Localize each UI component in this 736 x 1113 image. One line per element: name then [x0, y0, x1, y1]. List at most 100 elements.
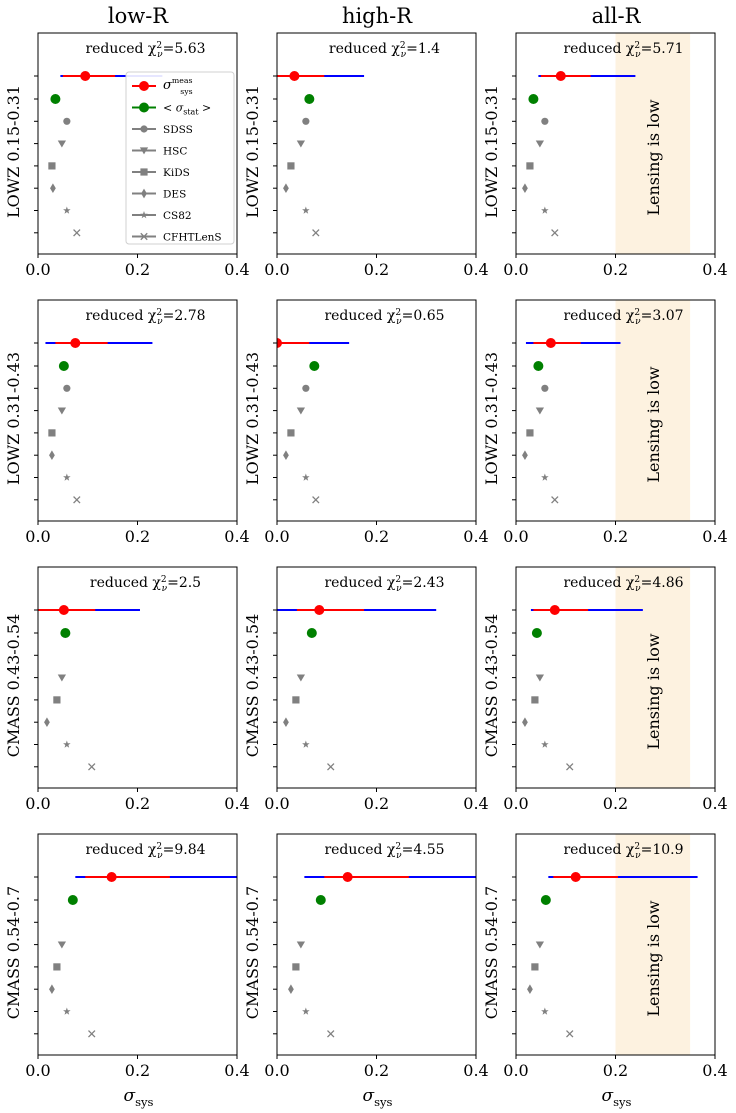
survey-point-cfhtlens — [88, 1030, 96, 1038]
chi2-value: =2.5 — [167, 575, 201, 591]
chi2-value: =9.84 — [163, 842, 206, 858]
survey-point-cs82 — [302, 473, 310, 481]
chi2-sub: ν — [396, 851, 402, 861]
chi2-prefix: reduced χ — [563, 41, 634, 57]
chi2-sup: 2 — [156, 842, 162, 852]
chi2-annotation: reduced χ2 ν=0.65 — [324, 308, 444, 327]
panel-data — [49, 872, 237, 1038]
survey-point-kids — [531, 963, 539, 971]
legend-marker-kids — [140, 168, 148, 176]
panel-r1-c1: 0.0 0.2 0.4 reduced χ2 ν=0.65 LOWZ 0.31-0.43 — [243, 299, 489, 546]
panel-r1-c0: 0.0 0.2 0.4 reduced χ2 ν=2.78 LOWZ 0.31-0.43 — [4, 299, 250, 546]
chi2-sub: ν — [635, 317, 641, 327]
chi2-sup: 2 — [634, 41, 640, 51]
row-label: CMASS 0.54-0.7 — [243, 886, 262, 1019]
legend-label-meas-sub: sys — [180, 87, 192, 96]
stat-point — [67, 895, 78, 905]
x-tick-label: 0.2 — [603, 1061, 628, 1080]
survey-point-cfhtlens — [327, 1030, 335, 1038]
legend-stat-open: < — [163, 102, 176, 115]
chi2-sub: ν — [635, 584, 641, 594]
x-tick-label: 0.2 — [125, 260, 150, 279]
chi2-annotation: reduced χ2 ν=2.5 — [90, 575, 201, 594]
survey-point-sdss — [63, 384, 71, 392]
chi2-value: =0.65 — [402, 308, 445, 324]
x-axis-label-sigma: σ — [602, 1086, 614, 1106]
chi2-sup: 2 — [634, 842, 640, 852]
x-axis-label-sub: sys — [135, 1095, 153, 1109]
x-axis-label-sub: sys — [613, 1095, 631, 1109]
survey-point-cfhtlens-stroke-b — [566, 763, 574, 771]
chi2-annotation: reduced χ2 ν=10.9 — [563, 842, 683, 861]
x-tick-label: 0.2 — [125, 527, 150, 546]
x-tick-label: 0.2 — [125, 794, 150, 813]
legend-entry-stat: < σstat > — [132, 102, 211, 117]
row-label: LOWZ 0.31-0.43 — [4, 352, 23, 485]
meas-point — [549, 605, 560, 615]
meas-point — [289, 71, 300, 81]
stat-point — [528, 94, 539, 104]
survey-point-kids — [287, 162, 295, 170]
survey-point-kids — [531, 696, 539, 704]
survey-point-cfhtlens-stroke-b — [327, 763, 335, 771]
legend-entry-cs82: CS82 — [132, 210, 192, 222]
panel-data — [288, 872, 476, 1038]
survey-point-des — [44, 717, 50, 728]
chi2-annotation: reduced χ2 ν=2.78 — [85, 308, 205, 327]
survey-point-des — [288, 984, 294, 995]
survey-point-cfhtlens — [312, 496, 320, 504]
x-tick-label: 0.0 — [25, 527, 50, 546]
chi2-sub: ν — [396, 584, 402, 594]
survey-point-cs82 — [541, 1007, 549, 1015]
meas-point — [80, 71, 91, 81]
legend-marker-cfhtlens — [140, 232, 148, 241]
legend-stat-sub: stat — [183, 108, 199, 117]
survey-point-cfhtlens-stroke-b — [73, 229, 81, 237]
row-label: CMASS 0.54-0.7 — [4, 886, 23, 1019]
survey-point-des — [527, 984, 533, 995]
legend-entry-kids: KiDS — [132, 167, 190, 179]
survey-point-des — [522, 450, 528, 461]
legend-marker-sdss — [140, 125, 148, 133]
x-tick-label: 0.0 — [25, 794, 50, 813]
legend-entry-des: DES — [132, 189, 186, 201]
x-tick-label: 0.4 — [463, 260, 488, 279]
survey-point-cfhtlens — [88, 763, 96, 771]
legend-label-kids: KiDS — [163, 167, 190, 179]
survey-point-hsc — [57, 140, 67, 148]
x-tick-label: 0.0 — [503, 794, 528, 813]
chi2-annotation: reduced χ2 ν=4.86 — [563, 575, 683, 594]
stat-point — [304, 94, 315, 104]
survey-point-kids — [48, 162, 56, 170]
survey-point-des — [283, 183, 289, 194]
x-tick-label: 0.4 — [702, 527, 727, 546]
legend-label-meas: σmeas sys — [163, 76, 193, 96]
legend-entry-meas: σmeas sys — [132, 76, 193, 96]
column-titles: low-R high-R all-R — [108, 4, 642, 28]
survey-point-kids — [287, 429, 295, 437]
meas-point — [342, 872, 353, 882]
meas-point — [545, 338, 556, 348]
panel-data: Lensing is low — [527, 834, 698, 1055]
x-tick-label: 0.4 — [224, 794, 249, 813]
survey-point-hsc — [296, 407, 306, 415]
legend: σmeas sys< σstat >SDSSHSCKiDSDESCS82CFHTL… — [125, 71, 235, 245]
stat-point — [50, 94, 61, 104]
legend-frame — [125, 71, 235, 245]
stat-point — [531, 628, 542, 638]
chi2-prefix: reduced χ — [90, 575, 161, 591]
lensing-low-label: Lensing is low — [644, 633, 663, 750]
x-tick-label: 0.0 — [25, 260, 50, 279]
lensing-low-label: Lensing is low — [644, 900, 663, 1017]
chi2-value: =2.78 — [163, 308, 206, 324]
chi2-sub: ν — [396, 317, 402, 327]
x-tick-label: 0.4 — [702, 1061, 727, 1080]
legend-stat-sigma: σ — [176, 102, 184, 115]
panel-r2-c0: 0.0 0.2 0.4 reduced χ2 ν=2.5 CMASS 0.43-0.54 — [4, 566, 250, 813]
survey-point-cfhtlens-stroke-b — [566, 1030, 574, 1038]
chi2-sup: 2 — [395, 842, 401, 852]
lensing-low-band — [615, 567, 691, 788]
x-tick-label: 0.2 — [364, 260, 389, 279]
axes-frame — [37, 833, 238, 1056]
